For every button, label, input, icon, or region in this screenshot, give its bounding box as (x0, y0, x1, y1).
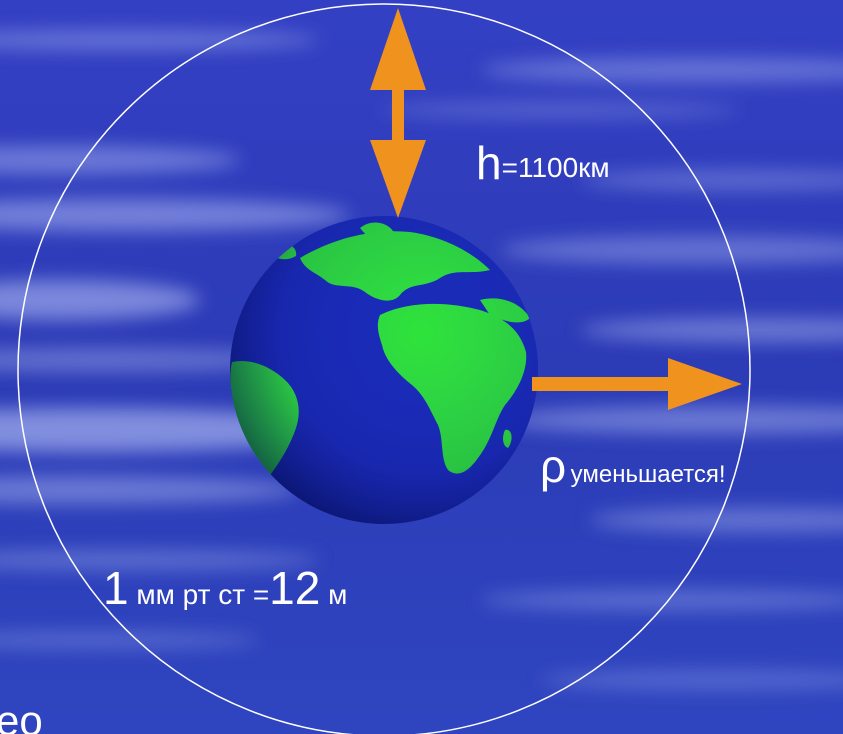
double-arrow-vertical-icon (370, 8, 426, 218)
cloud-streaks (0, 30, 843, 690)
earth-globe-icon (230, 216, 538, 524)
pressure-unit: м (320, 579, 348, 610)
height-label: h=1100км (476, 140, 610, 186)
height-symbol: h (476, 137, 502, 189)
density-symbol: ρ (540, 440, 567, 492)
density-text: уменьшается! (570, 461, 726, 488)
atmosphere-boundary-circle (17, 3, 751, 734)
pressure-text: мм рт ст = (128, 579, 270, 610)
pressure-label: 1 мм рт ст =12 м (103, 565, 347, 611)
density-label: ρ уменьшается! (540, 443, 726, 489)
pressure-number-1: 1 (103, 562, 129, 614)
arrow-right-icon (532, 358, 742, 410)
corner-text-fragment: ео (0, 697, 43, 734)
pressure-number-2: 12 (269, 562, 321, 614)
height-value: =1100км (501, 152, 610, 183)
